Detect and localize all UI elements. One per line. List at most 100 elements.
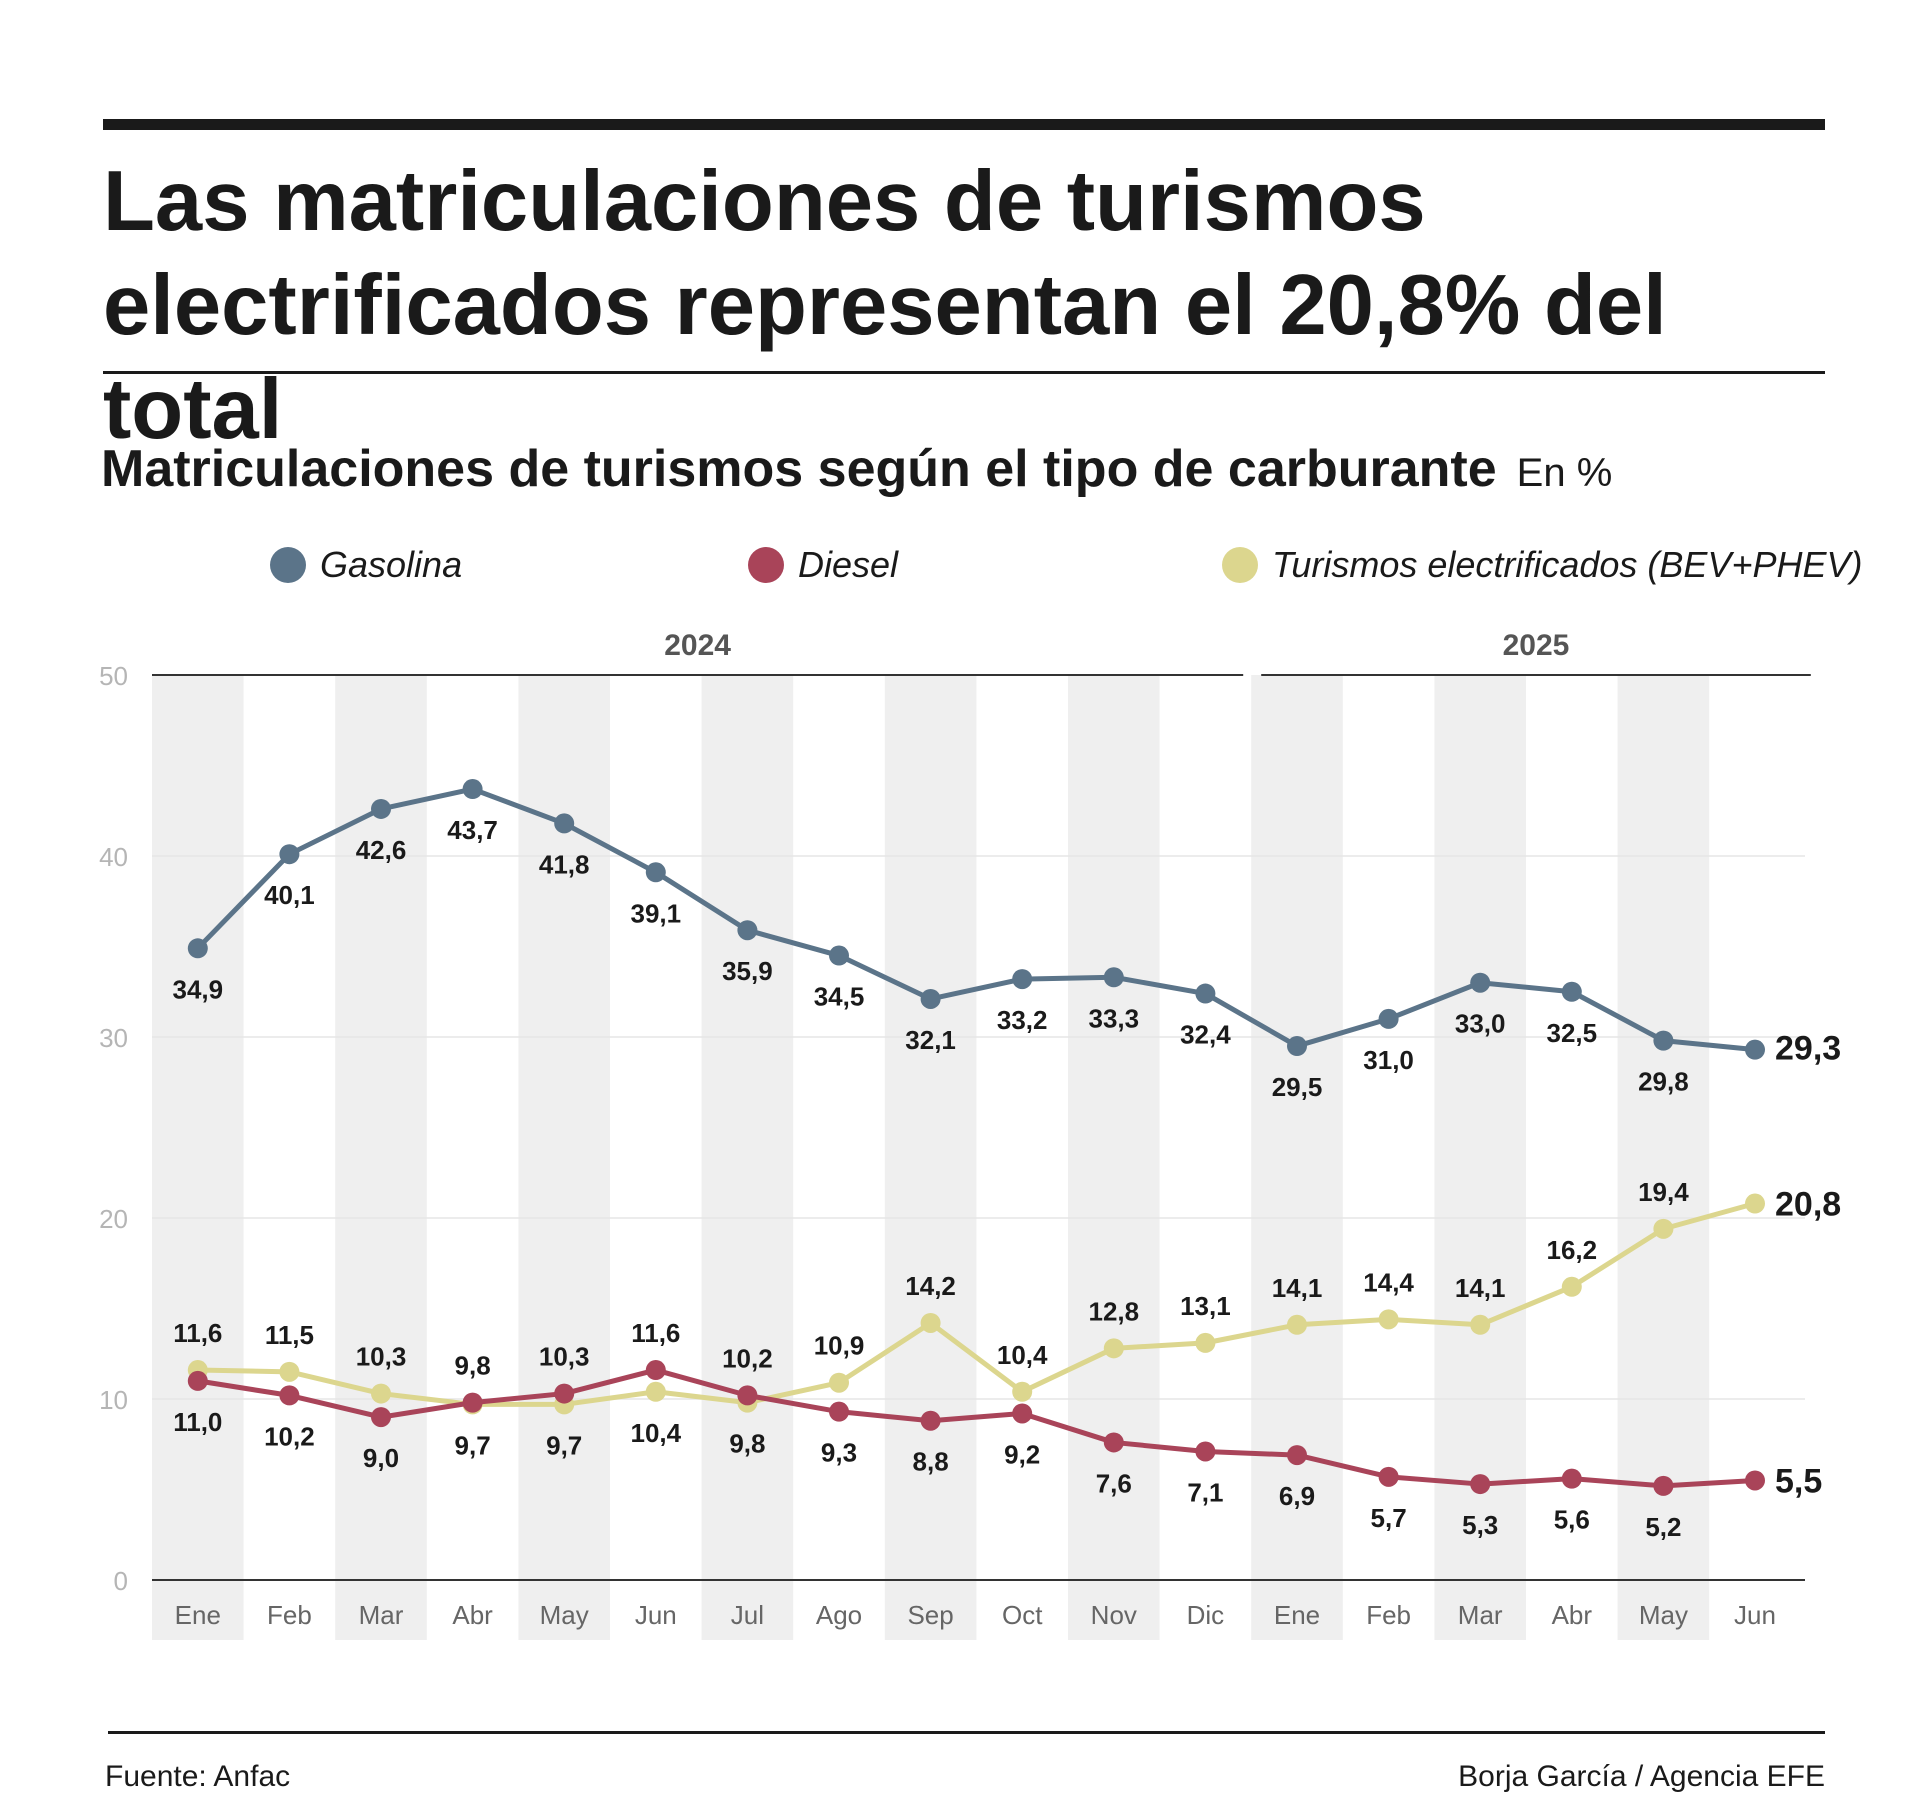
x-tick-label: Nov [1091,1600,1137,1630]
data-label-gasolina: 29,3 [1775,1030,1841,1068]
data-label-electrificados: 13,1 [1180,1291,1231,1321]
y-tick-label: 20 [99,1204,128,1234]
data-label-gasolina: 33,3 [1088,1003,1139,1033]
x-tick-label: Sep [907,1600,953,1630]
data-point-gasolina [1195,983,1216,1004]
x-tick-label: Jun [1734,1600,1776,1630]
data-label-gasolina: 41,8 [539,849,590,879]
column-stripe [701,675,794,1640]
data-label-electrificados: 14,4 [1363,1267,1414,1297]
data-point-diesel [554,1383,575,1404]
data-point-gasolina [1103,967,1124,988]
year-label: 2025 [1503,629,1570,662]
data-label-diesel: 5,5 [1775,1462,1822,1500]
data-point-diesel [1012,1403,1033,1424]
year-label: 2024 [664,629,731,662]
subtitle-text: Matriculaciones de turismos según el tip… [101,440,1497,498]
data-point-electrificados [1561,1276,1582,1297]
page-title: Las matriculaciones de turismos electrif… [103,154,1667,457]
x-tick-label: Feb [267,1600,312,1630]
data-label-gasolina: 32,4 [1180,1020,1231,1050]
data-point-gasolina [1287,1036,1307,1057]
x-tick-label: Dic [1187,1600,1225,1630]
data-point-diesel [1378,1466,1399,1487]
data-label-electrificados: 9,7 [455,1430,491,1460]
data-point-electrificados [1745,1193,1765,1214]
legend-label-gasolina: Gasolina [320,544,463,585]
data-point-electrificados [1653,1218,1674,1239]
data-label-electrificados: 10,4 [997,1340,1048,1370]
data-label-electrificados: 10,3 [356,1342,407,1372]
data-point-electrificados [1378,1309,1399,1330]
data-point-diesel [279,1385,300,1406]
line-chart: 0 10 20 30 40 50 2024 2025 Ene Feb Mar Abr May Jun Jul… [99,629,1841,1640]
data-point-diesel [187,1370,208,1391]
legend-dot-diesel-icon [748,547,784,583]
data-point-electrificados [1195,1332,1216,1353]
column-stripe [1251,675,1343,1640]
title-rule [103,371,1825,374]
data-label-gasolina: 31,0 [1363,1045,1414,1075]
x-tick-label: Ene [175,1600,221,1630]
data-point-gasolina [1470,972,1491,993]
legend-item-gasolina: Gasolina [270,540,462,590]
data-point-gasolina [645,862,666,883]
x-tick-label: Feb [1366,1600,1411,1630]
data-point-gasolina [371,798,391,819]
data-label-gasolina: 29,8 [1638,1067,1689,1097]
data-point-gasolina [1561,981,1582,1002]
data-label-electrificados: 19,4 [1638,1177,1689,1207]
x-tick-label: Jun [635,1600,677,1630]
data-point-diesel [1287,1445,1307,1466]
top-rule [103,119,1825,130]
legend-item-diesel: Diesel [748,540,898,590]
data-label-electrificados: 11,6 [173,1318,222,1348]
data-point-diesel [920,1410,941,1431]
data-label-gasolina: 34,9 [172,974,223,1004]
data-label-electrificados: 14,2 [905,1271,956,1301]
data-point-gasolina [1012,969,1033,990]
data-point-electrificados [1287,1314,1307,1335]
data-label-diesel: 11,0 [173,1407,222,1437]
credit-note: Borja García / Agencia EFE [1458,1760,1825,1793]
data-label-gasolina: 35,9 [722,956,773,986]
y-tick-label: 10 [99,1385,128,1415]
x-tick-label: Mar [359,1600,404,1630]
y-tick-label: 40 [99,842,128,872]
x-tick-label: May [540,1600,589,1630]
column-stripe [1434,675,1526,1640]
data-point-diesel [1195,1441,1216,1462]
data-point-electrificados [371,1383,391,1404]
x-tick-label: Oct [1002,1600,1043,1630]
data-point-gasolina [1745,1039,1765,1060]
data-label-diesel: 9,8 [455,1351,491,1381]
data-point-diesel [737,1385,758,1406]
data-label-electrificados: 20,8 [1775,1186,1841,1224]
data-label-electrificados: 16,2 [1546,1235,1597,1265]
data-label-diesel: 7,6 [1096,1468,1132,1498]
source-note: Fuente: Anfac [105,1760,291,1793]
data-label-diesel: 5,7 [1371,1503,1407,1533]
column-stripe [152,675,244,1640]
data-label-gasolina: 39,1 [630,898,681,928]
data-point-diesel [645,1360,666,1381]
y-tick-label: 0 [114,1566,128,1596]
data-point-diesel [1470,1474,1491,1495]
data-label-electrificados: 14,1 [1455,1273,1506,1303]
data-point-gasolina [829,945,849,966]
data-label-diesel: 9,3 [821,1438,857,1468]
data-point-electrificados [1012,1381,1033,1402]
data-label-gasolina: 33,2 [997,1005,1048,1035]
data-label-diesel: 10,3 [539,1342,590,1372]
data-label-gasolina: 34,5 [814,982,865,1012]
data-point-diesel [462,1392,483,1413]
data-point-electrificados [1103,1338,1124,1359]
data-point-electrificados [645,1381,666,1402]
data-label-electrificados: 14,1 [1272,1273,1323,1303]
data-point-gasolina [1653,1030,1674,1051]
legend-label-diesel: Diesel [798,544,899,585]
data-point-diesel [1745,1470,1765,1491]
data-point-diesel [1103,1432,1124,1453]
unit-note: En % [1516,451,1613,495]
x-tick-label: Jul [731,1600,764,1630]
